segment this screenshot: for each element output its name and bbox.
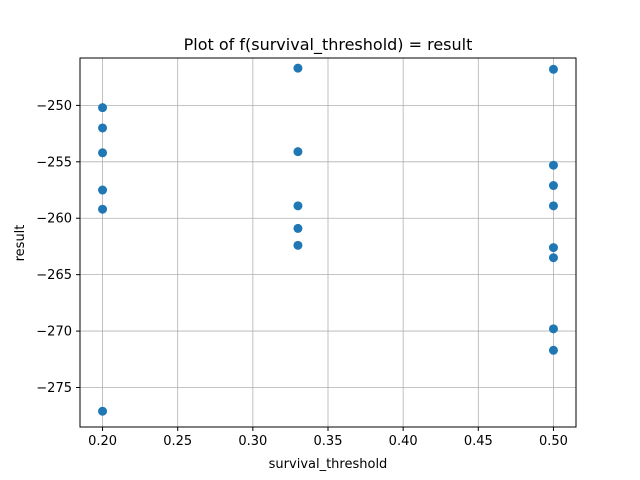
data-point [293,201,303,211]
data-point [98,185,108,195]
data-point [98,204,108,214]
y-tick-label: −255 [36,155,72,170]
x-tick-label: 0.40 [389,434,418,449]
y-tick-label: −265 [36,268,72,283]
y-tick-label: −270 [36,325,72,340]
data-point [293,147,303,157]
data-point [548,160,558,170]
y-axis-ticks: −275 −270 −265 −260 −255 −250 [36,99,80,396]
y-tick-label: −250 [36,99,72,114]
data-point [98,123,108,133]
x-tick-label: 0.45 [464,434,493,449]
data-point [293,240,303,250]
y-tick-label: −260 [36,212,72,227]
data-point [98,406,108,416]
chart-title: Plot of f(survival_threshold) = result [184,35,473,55]
x-tick-label: 0.50 [539,434,568,449]
grid-lines [80,58,576,427]
data-point [293,223,303,233]
x-tick-label: 0.30 [238,434,267,449]
x-axis-ticks: 0.20 0.25 0.30 0.35 0.40 0.45 0.50 [88,427,568,449]
data-point [548,181,558,191]
data-point [548,243,558,253]
data-points [98,63,558,416]
x-tick-label: 0.25 [163,434,192,449]
data-point [98,148,108,158]
x-axis-label: survival_threshold [269,457,388,472]
data-point [548,324,558,334]
data-point [98,103,108,113]
data-point [548,64,558,74]
data-point [548,201,558,211]
data-point [548,253,558,263]
x-tick-label: 0.20 [88,434,117,449]
y-axis-label: result [13,225,28,262]
data-point [293,63,303,73]
x-tick-label: 0.35 [314,434,343,449]
y-tick-label: −275 [36,381,72,396]
data-point [548,345,558,355]
